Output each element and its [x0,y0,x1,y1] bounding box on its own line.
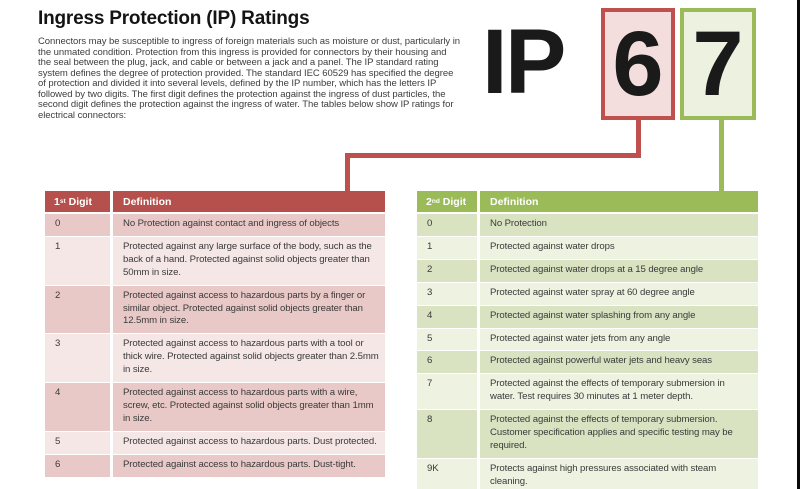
first-digit-value: 6 [612,13,664,115]
first-digit-box: 6 [601,8,675,120]
digit-cell: 2 [45,285,110,334]
digit-cell: 4 [417,305,477,328]
digit-cell: 4 [45,383,110,431]
digit-cell: 5 [417,328,477,351]
definition-cell: No Protection against contact and ingres… [113,214,385,236]
table-row: 3 Protected against water spray at 60 de… [417,282,758,305]
digit-cell: 6 [45,454,110,477]
digit-cell: 3 [417,282,477,305]
definition-cell: No Protection [480,214,758,236]
definition-cell: Protected against any large surface of t… [113,236,385,285]
table-row: 9K Protects against high pressures assoc… [417,458,758,489]
table-row: 0 No Protection [417,214,758,236]
red-connector-vertical-to-table [345,153,350,191]
red-connector-horizontal [345,153,641,158]
definition-cell: Protects against high pressures associat… [480,458,758,489]
definition-cell: Protected against access to hazardous pa… [113,454,385,477]
header-digit-number: 2 [426,195,432,208]
definition-cell: Protected against access to hazardous pa… [113,285,385,334]
definition-cell: Protected against water drops [480,236,758,259]
red-connector-vertical-from-box [636,118,641,158]
definition-cell: Protected against water jets from any an… [480,328,758,351]
table-row: 1 Protected against water drops [417,236,758,259]
definition-header-cell: Definition [113,191,385,212]
screenshot-right-edge [797,0,800,489]
header-digit-word: Digit [68,195,92,208]
table-row: 4 Protected against access to hazardous … [45,383,385,431]
definition-header-cell: Definition [480,191,758,212]
green-connector-vertical [719,118,724,192]
definition-cell: Protected against access to hazardous pa… [113,383,385,431]
table-row: 6 Protected against powerful water jets … [417,351,758,374]
definition-cell: Protected against water splashing from a… [480,305,758,328]
digit-cell: 3 [45,334,110,383]
definition-cell: Protected against the effects of tempora… [480,374,758,410]
table-row: 2 Protected against water drops at a 15 … [417,259,758,282]
digit-cell: 5 [45,431,110,454]
table-row: 8 Protected against the effects of tempo… [417,410,758,458]
page-title: Ingress Protection (IP) Ratings [38,8,310,29]
table-row: 5 Protected against access to hazardous … [45,431,385,454]
digit-cell: 8 [417,410,477,458]
digit-cell: 2 [417,259,477,282]
definition-cell: Protected against the effects of tempora… [480,410,758,458]
definition-cell: Protected against access to hazardous pa… [113,334,385,383]
table-row: 1 Protected against any large surface of… [45,236,385,285]
digit-cell: 1 [45,236,110,285]
definition-cell: Protected against water spray at 60 degr… [480,282,758,305]
digit-cell: 1 [417,236,477,259]
definition-cell: Protected against water drops at a 15 de… [480,259,758,282]
first-digit-table-body: 0 No Protection against contact and ingr… [45,214,385,477]
table-row: 6 Protected against access to hazardous … [45,454,385,477]
ip-letter-i: I [482,11,508,113]
header-digit-number: 1 [54,195,60,208]
table-row: 2 Protected against access to hazardous … [45,285,385,334]
digit-cell: 9K [417,458,477,489]
digit-cell: 7 [417,374,477,410]
digit-cell: 0 [417,214,477,236]
table-row: 4 Protected against water splashing from… [417,305,758,328]
second-digit-table-body: 0 No Protection 1 Protected against wate… [417,214,758,489]
definition-cell: Protected against powerful water jets an… [480,351,758,374]
table-row: 0 No Protection against contact and ingr… [45,214,385,236]
definition-cell: Protected against access to hazardous pa… [113,431,385,454]
intro-paragraph: Connectors may be susceptible to ingress… [38,36,461,121]
second-digit-box: 7 [680,8,756,120]
digit-cell: 0 [45,214,110,236]
digit-cell: 6 [417,351,477,374]
header-digit-word: Digit [442,195,467,208]
table-row: 5 Protected against water jets from any … [417,328,758,351]
table-row: 3 Protected against access to hazardous … [45,334,385,383]
ip-letter-p: P [505,11,567,113]
second-digit-value: 7 [692,13,744,115]
table-row: 7 Protected against the effects of tempo… [417,374,758,410]
